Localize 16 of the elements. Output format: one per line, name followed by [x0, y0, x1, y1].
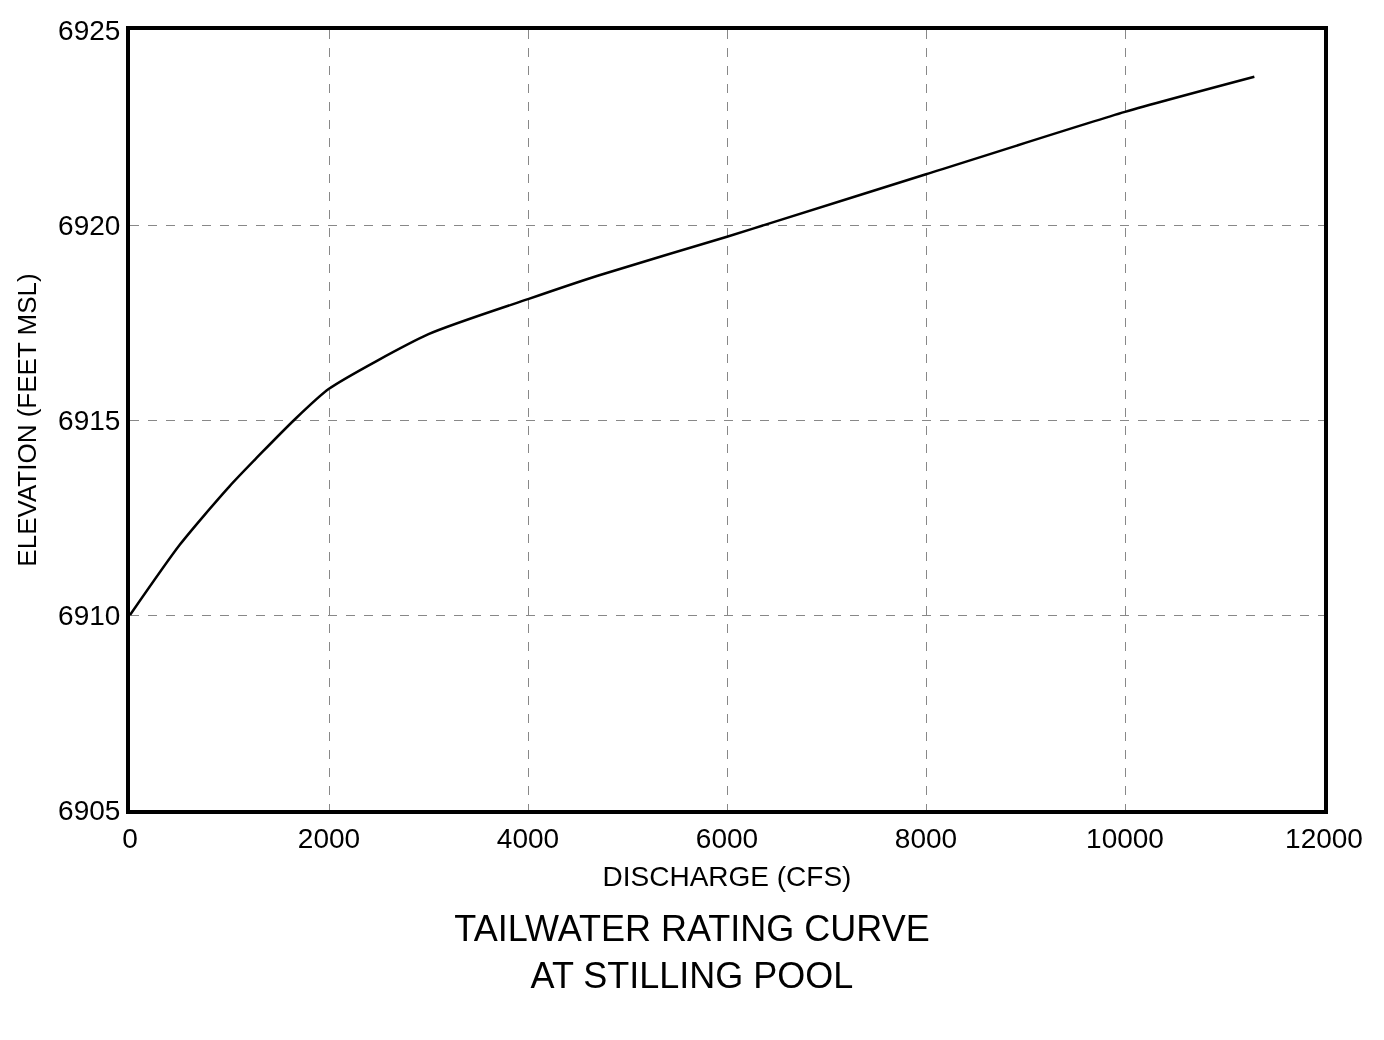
- x-tick-label: 12000: [1285, 822, 1363, 854]
- x-tick-label: 4000: [496, 822, 560, 854]
- text: TAILWATER RATING CURVE AT STILLING POOL: [454, 908, 930, 996]
- x-tick-label: 8000: [894, 822, 958, 854]
- x-axis-title: DISCHARGE (CFS): [602, 861, 852, 893]
- y-tick-label: 6915: [58, 404, 121, 436]
- y-axis-title: ELEVATION (FEET MSL): [12, 273, 42, 567]
- x-tick-label: 6000: [695, 822, 759, 854]
- x-tick-label: 0: [122, 822, 138, 854]
- y-tick-label: 6910: [58, 599, 121, 631]
- x-tick-label: 10000: [1086, 822, 1164, 854]
- y-tick-label: 6925: [58, 14, 121, 46]
- y-tick-label: 6920: [58, 209, 121, 241]
- y-tick-label: 6905: [58, 794, 121, 826]
- line-series: [130, 75, 1256, 617]
- x-tick-label: 2000: [297, 822, 361, 854]
